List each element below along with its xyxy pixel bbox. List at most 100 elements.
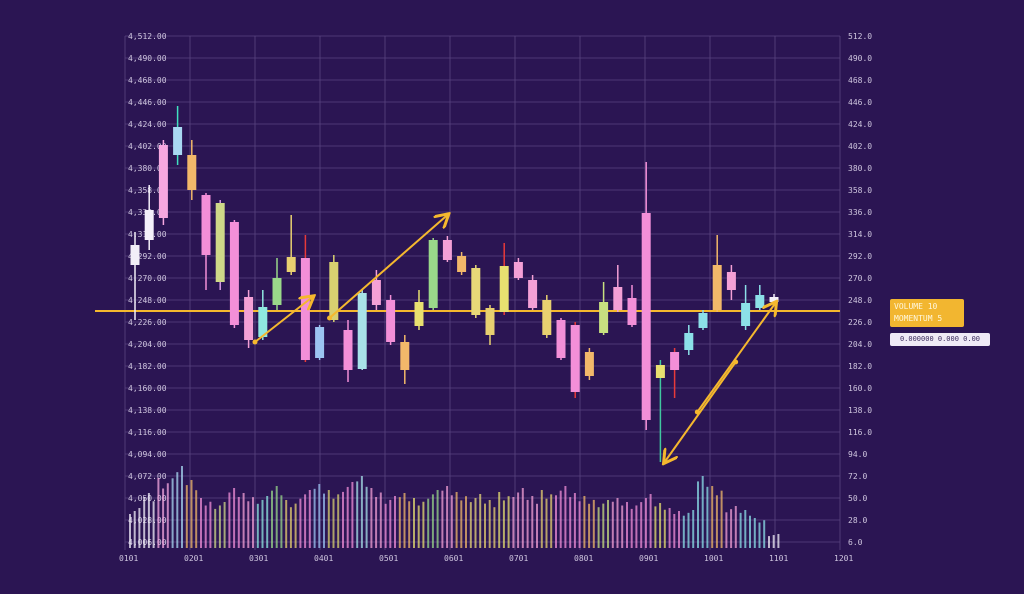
volume-bar (687, 512, 690, 548)
volume-bar (233, 488, 236, 548)
x-tick-label: 0501 (379, 554, 398, 563)
volume-bar (157, 478, 160, 548)
volume-bar (469, 502, 472, 548)
volume-bar (749, 515, 751, 548)
volume-bar (526, 499, 529, 548)
volume-bar (294, 503, 297, 548)
candle-body (556, 320, 566, 358)
trend-arrow (665, 361, 737, 462)
x-tick-label: 0201 (184, 554, 203, 563)
volume-bar (460, 500, 463, 548)
volume-bar (739, 512, 742, 548)
volume-bar (772, 535, 775, 548)
volume-bar (403, 493, 406, 548)
trend-arrow (328, 215, 448, 319)
x-tick-label: 0301 (249, 554, 268, 563)
y-tick-label-left: 4,138.00 (128, 406, 167, 415)
trend-arrow-start-dot (252, 339, 258, 345)
volume-bar (431, 494, 434, 548)
volume-bar (659, 503, 662, 548)
y-tick-label-right: 336.0 (848, 208, 872, 217)
volume-bar (692, 510, 695, 548)
volume-bar (129, 514, 131, 548)
candle-body (300, 258, 310, 360)
candle-body (513, 262, 523, 278)
volume-bar (644, 498, 647, 548)
volume-bar (536, 503, 538, 548)
candle-body (215, 203, 225, 282)
volume-bar (654, 506, 657, 548)
candle-body (655, 365, 665, 378)
candle-body (769, 297, 779, 302)
volume-bar (398, 497, 401, 548)
volume-bar (493, 507, 496, 548)
y-tick-label-right: 248.0 (848, 296, 872, 305)
volume-bar (162, 488, 165, 548)
x-tick-label: 1101 (769, 554, 788, 563)
volume-bar (611, 501, 614, 548)
y-tick-label-right: 424.0 (848, 120, 872, 129)
volume-bar (261, 499, 264, 548)
volume-bar (375, 497, 378, 548)
x-tick-label: 0101 (119, 554, 138, 563)
candle-body (712, 265, 722, 310)
volume-bar (242, 493, 245, 548)
volume-bar (299, 498, 302, 548)
volume-bar (555, 495, 557, 548)
volume-bar (706, 486, 709, 548)
volume-bar (365, 486, 368, 548)
volume-bar (673, 514, 676, 548)
volume-bar (271, 490, 273, 548)
y-tick-label-left: 4,160.00 (128, 384, 167, 393)
y-tick-label-right: 138.0 (848, 406, 872, 415)
volume-bar (763, 520, 766, 548)
volume-bar (455, 492, 458, 548)
candle-body (229, 222, 239, 325)
candle-body (570, 325, 580, 392)
volume-bar (474, 498, 477, 548)
volume-bar (602, 503, 605, 548)
volume-bar (389, 499, 392, 548)
candle-body (315, 327, 325, 358)
volume-bar (583, 496, 586, 548)
volume-bar (247, 501, 250, 548)
volume-bar (597, 507, 600, 548)
volume-bar (531, 496, 534, 548)
volume-bar (256, 503, 259, 548)
candle-body (442, 240, 452, 260)
candle-body (670, 352, 680, 370)
y-tick-label-right: 270.0 (848, 274, 872, 283)
candle-body (428, 240, 438, 308)
y-tick-label-left: 4,182.00 (128, 362, 167, 371)
volume-bar (176, 472, 179, 548)
candle-body (400, 342, 410, 370)
volume-bar (630, 508, 633, 548)
volume-bar (422, 501, 425, 548)
y-tick-label-left: 4,226.00 (128, 318, 167, 327)
y-tick-label-left: 4,116.00 (128, 428, 167, 437)
volume-bar (540, 490, 543, 548)
y-tick-label-right: 490.0 (848, 54, 872, 63)
volume-bar (730, 509, 733, 548)
volume-bar (450, 495, 453, 548)
volume-bar (621, 505, 624, 548)
candle-body (187, 155, 197, 190)
volume-bar (360, 476, 363, 548)
volume-bar (725, 512, 728, 548)
volume-bar (147, 493, 150, 548)
volume-bar (289, 507, 292, 548)
y-tick-label-left: 4,292.00 (128, 252, 167, 261)
y-tick-label-left: 4,050.00 (128, 494, 167, 503)
volume-bar (342, 491, 344, 548)
candle-body (528, 280, 538, 308)
y-tick-label-left: 4,402.00 (128, 142, 167, 151)
volume-bar (417, 505, 420, 548)
volume-bar (379, 492, 382, 548)
candle-body (471, 268, 481, 315)
volume-bar (228, 492, 231, 548)
volume-bar (550, 494, 553, 548)
volume-bar (592, 499, 595, 548)
candle-body (158, 145, 168, 218)
volume-bar (517, 492, 520, 548)
volume-bar (512, 497, 515, 548)
